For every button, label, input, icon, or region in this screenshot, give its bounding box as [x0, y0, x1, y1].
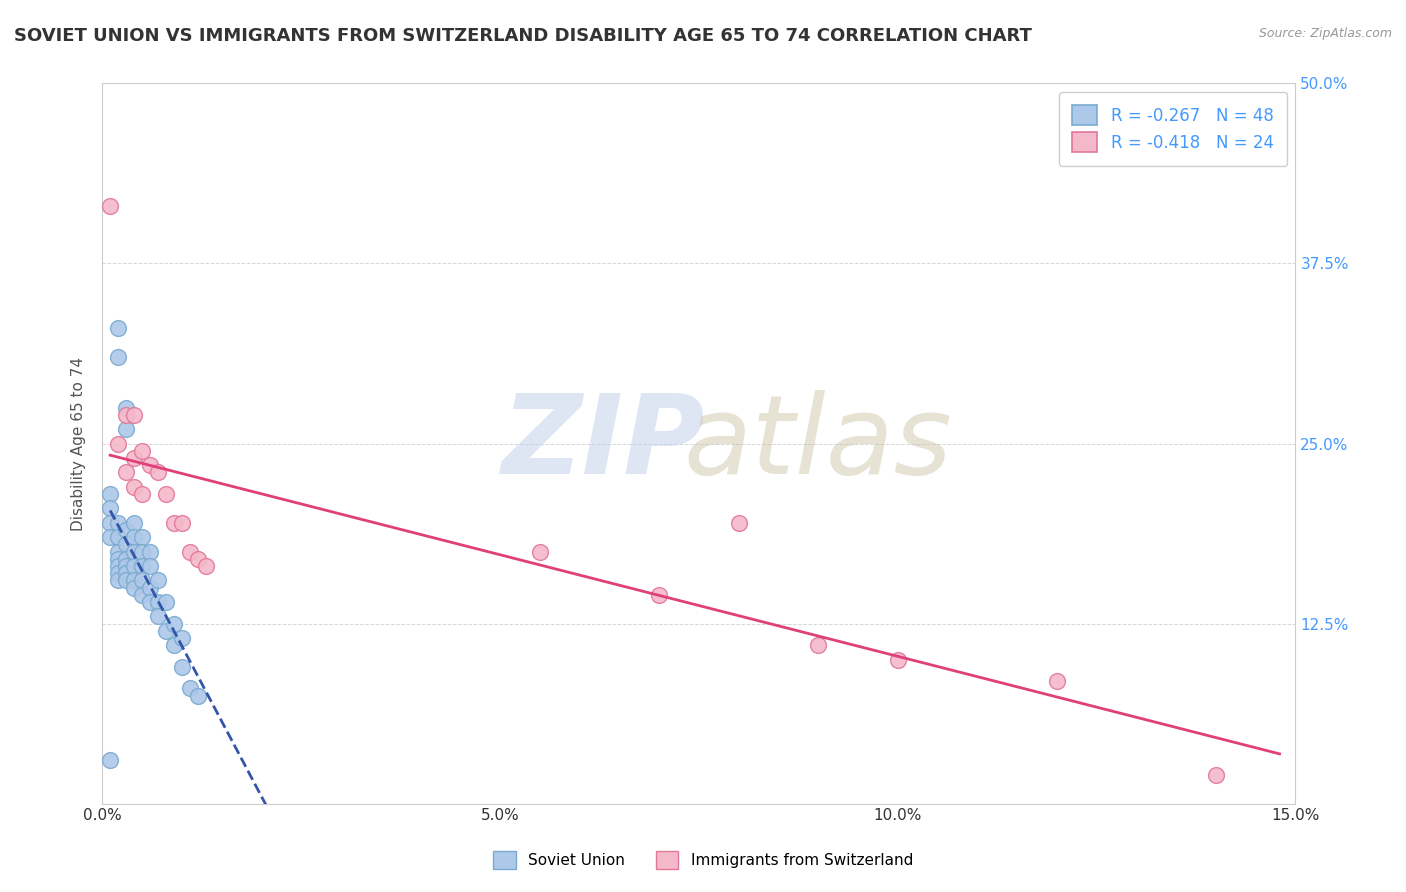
Point	[187, 551, 209, 566]
Point	[648, 588, 671, 602]
Point	[107, 551, 129, 566]
Point	[107, 350, 129, 364]
Legend: Soviet Union, Immigrants from Switzerland: Soviet Union, Immigrants from Switzerlan…	[486, 845, 920, 875]
Point	[194, 558, 217, 573]
Point	[115, 523, 138, 537]
Point	[727, 516, 749, 530]
Point	[1046, 674, 1069, 689]
Point	[98, 501, 121, 516]
Point	[170, 660, 193, 674]
Point	[131, 487, 153, 501]
Point	[163, 516, 186, 530]
Point	[98, 199, 121, 213]
Point	[179, 681, 201, 696]
Point	[115, 537, 138, 551]
Point	[107, 516, 129, 530]
Point	[131, 574, 153, 588]
Point	[155, 595, 177, 609]
Legend: R = -0.267   N = 48, R = -0.418   N = 24: R = -0.267 N = 48, R = -0.418 N = 24	[1059, 92, 1286, 166]
Point	[122, 581, 145, 595]
Point	[107, 436, 129, 450]
Point	[139, 581, 162, 595]
Point	[163, 616, 186, 631]
Point	[886, 652, 908, 666]
Point	[115, 558, 138, 573]
Y-axis label: Disability Age 65 to 74: Disability Age 65 to 74	[72, 357, 86, 531]
Text: atlas: atlas	[683, 390, 952, 497]
Point	[146, 609, 169, 624]
Point	[98, 487, 121, 501]
Point	[131, 530, 153, 544]
Point	[107, 558, 129, 573]
Text: SOVIET UNION VS IMMIGRANTS FROM SWITZERLAND DISABILITY AGE 65 TO 74 CORRELATION : SOVIET UNION VS IMMIGRANTS FROM SWITZERL…	[14, 27, 1032, 45]
Point	[1205, 768, 1227, 782]
Point	[155, 624, 177, 638]
Point	[122, 480, 145, 494]
Point	[115, 466, 138, 480]
Point	[163, 638, 186, 652]
Point	[529, 544, 551, 558]
Point	[122, 450, 145, 465]
Text: ZIP: ZIP	[502, 390, 706, 497]
Point	[146, 595, 169, 609]
Point	[107, 321, 129, 335]
Point	[115, 422, 138, 436]
Point	[131, 443, 153, 458]
Point	[131, 558, 153, 573]
Point	[146, 574, 169, 588]
Point	[98, 530, 121, 544]
Point	[107, 574, 129, 588]
Point	[155, 487, 177, 501]
Point	[98, 516, 121, 530]
Point	[122, 574, 145, 588]
Point	[115, 401, 138, 415]
Point	[179, 544, 201, 558]
Point	[187, 689, 209, 703]
Point	[139, 595, 162, 609]
Point	[115, 551, 138, 566]
Point	[170, 516, 193, 530]
Point	[122, 544, 145, 558]
Point	[131, 544, 153, 558]
Point	[131, 588, 153, 602]
Point	[107, 566, 129, 581]
Point	[139, 458, 162, 472]
Point	[122, 408, 145, 422]
Point	[115, 408, 138, 422]
Point	[115, 574, 138, 588]
Text: Source: ZipAtlas.com: Source: ZipAtlas.com	[1258, 27, 1392, 40]
Point	[146, 466, 169, 480]
Point	[122, 516, 145, 530]
Point	[807, 638, 830, 652]
Point	[139, 558, 162, 573]
Point	[139, 544, 162, 558]
Point	[98, 753, 121, 767]
Point	[107, 530, 129, 544]
Point	[122, 558, 145, 573]
Point	[107, 544, 129, 558]
Point	[115, 566, 138, 581]
Point	[122, 530, 145, 544]
Point	[170, 631, 193, 645]
